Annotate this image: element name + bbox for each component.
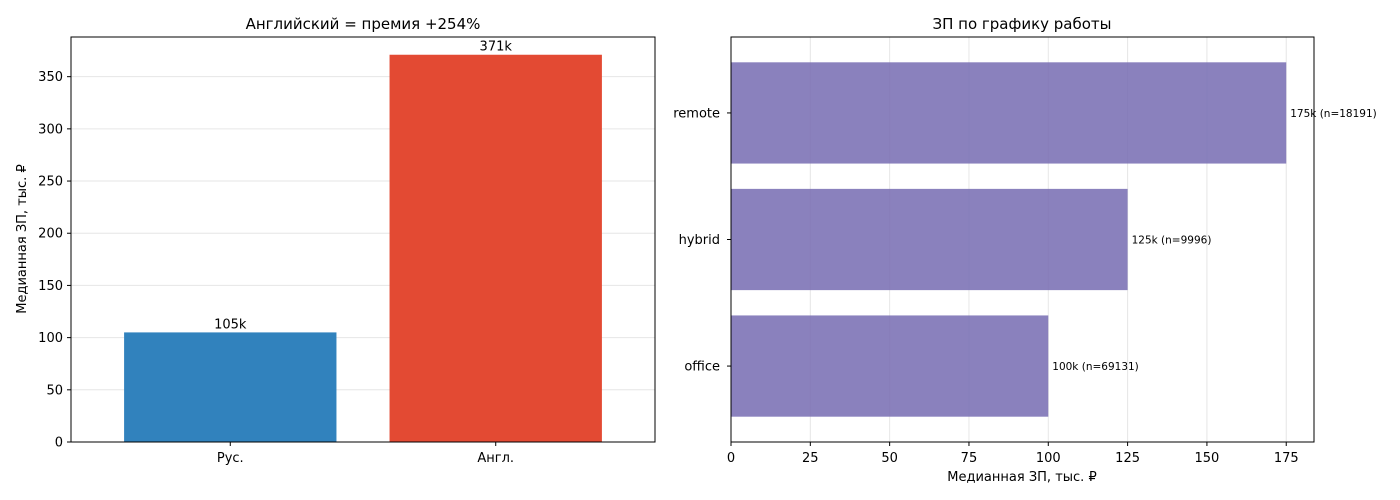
y-axis-label: Медианная ЗП, тыс. ₽ xyxy=(15,164,30,313)
x-tick-label: 125 xyxy=(1115,451,1140,466)
bar-value-label: 105k xyxy=(214,317,247,332)
y-tick-label: 100 xyxy=(38,331,63,346)
english-premium-chart: Английский = премия +254% 105k 371k 0 50 10… xyxy=(15,15,656,466)
x-tick-label: 50 xyxy=(881,451,898,466)
x-tick-label: Рус. xyxy=(217,451,244,466)
x-tick-label: 75 xyxy=(961,451,978,466)
chart-title: Английский = премия +254% xyxy=(246,15,481,33)
bar-value-label: 100k (n=69131) xyxy=(1052,361,1139,373)
x-tick-label: 100 xyxy=(1036,451,1061,466)
y-tick-label: 250 xyxy=(38,175,63,190)
bar-value-label: 175k (n=18191) xyxy=(1290,108,1377,120)
x-tick-label: 25 xyxy=(802,451,819,466)
chart-title: ЗП по графику работы xyxy=(932,15,1111,33)
y-tick-label: office xyxy=(684,360,720,375)
plot-frame xyxy=(730,36,1315,443)
bar-value-label: 371k xyxy=(480,40,513,55)
x-tick-label: Англ. xyxy=(477,451,514,466)
bar xyxy=(731,62,1287,164)
y-tick-label: hybrid xyxy=(679,233,720,248)
bar xyxy=(731,315,1049,417)
y-tick-label: remote xyxy=(673,106,720,121)
x-tick-label: 0 xyxy=(727,451,735,466)
y-tick-label: 300 xyxy=(38,122,63,137)
schedule-salary-chart: ЗП по графику работы 100k (n=69131) 125k … xyxy=(673,15,1377,485)
bar xyxy=(731,188,1128,291)
bar xyxy=(389,54,602,443)
y-tick-label: 150 xyxy=(38,279,63,294)
bar-value-label: 125k (n=9996) xyxy=(1132,235,1212,247)
y-tick-label: 350 xyxy=(38,70,63,85)
y-tick-label: 50 xyxy=(46,383,63,398)
y-tick-label: 200 xyxy=(38,227,63,242)
plot-frame xyxy=(70,36,656,443)
x-tick-label: 175 xyxy=(1274,451,1299,466)
x-axis-label: Медианная ЗП, тыс. ₽ xyxy=(947,470,1096,485)
y-tick-label: 0 xyxy=(55,436,63,451)
x-tick-label: 150 xyxy=(1195,451,1220,466)
bar xyxy=(124,332,337,442)
